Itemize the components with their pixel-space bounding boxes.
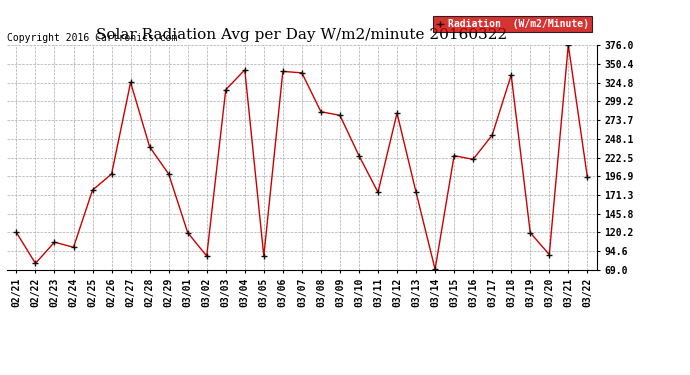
Radiation  (W/m2/Minute) [184,230,192,235]
Radiation  (W/m2/Minute) [221,87,230,92]
Radiation  (W/m2/Minute) [164,172,172,176]
Radiation  (W/m2/Minute) [108,172,116,176]
Radiation  (W/m2/Minute) [203,254,211,258]
Radiation  (W/m2/Minute) [31,261,39,266]
Radiation  (W/m2/Minute) [526,230,534,235]
Radiation  (W/m2/Minute) [545,252,553,257]
Radiation  (W/m2/Minute) [507,73,515,77]
Radiation  (W/m2/Minute) [469,157,477,162]
Radiation  (W/m2/Minute) [336,113,344,118]
Radiation  (W/m2/Minute) [298,70,306,75]
Radiation  (W/m2/Minute) [88,188,97,192]
Radiation  (W/m2/Minute) [393,111,401,116]
Radiation  (W/m2/Minute) [126,80,135,85]
Radiation  (W/m2/Minute) [431,267,440,272]
Radiation  (W/m2/Minute) [241,68,249,72]
Radiation  (W/m2/Minute) [450,153,458,158]
Radiation  (W/m2/Minute) [70,245,78,249]
Legend: Radiation  (W/m2/Minute): Radiation (W/m2/Minute) [433,16,592,32]
Title: Solar Radiation Avg per Day W/m2/minute 20160322: Solar Radiation Avg per Day W/m2/minute … [96,28,508,42]
Radiation  (W/m2/Minute) [317,110,325,114]
Radiation  (W/m2/Minute) [50,240,59,244]
Radiation  (W/m2/Minute) [583,175,591,179]
Line: Radiation  (W/m2/Minute): Radiation (W/m2/Minute) [14,42,590,272]
Radiation  (W/m2/Minute) [488,133,496,137]
Radiation  (W/m2/Minute) [259,254,268,258]
Radiation  (W/m2/Minute) [564,43,573,47]
Radiation  (W/m2/Minute) [146,145,154,149]
Radiation  (W/m2/Minute) [412,190,420,195]
Radiation  (W/m2/Minute) [279,69,287,74]
Radiation  (W/m2/Minute) [12,230,21,235]
Radiation  (W/m2/Minute) [374,190,382,195]
Radiation  (W/m2/Minute) [355,153,363,158]
Text: Copyright 2016 Cartronics.com: Copyright 2016 Cartronics.com [7,33,177,43]
